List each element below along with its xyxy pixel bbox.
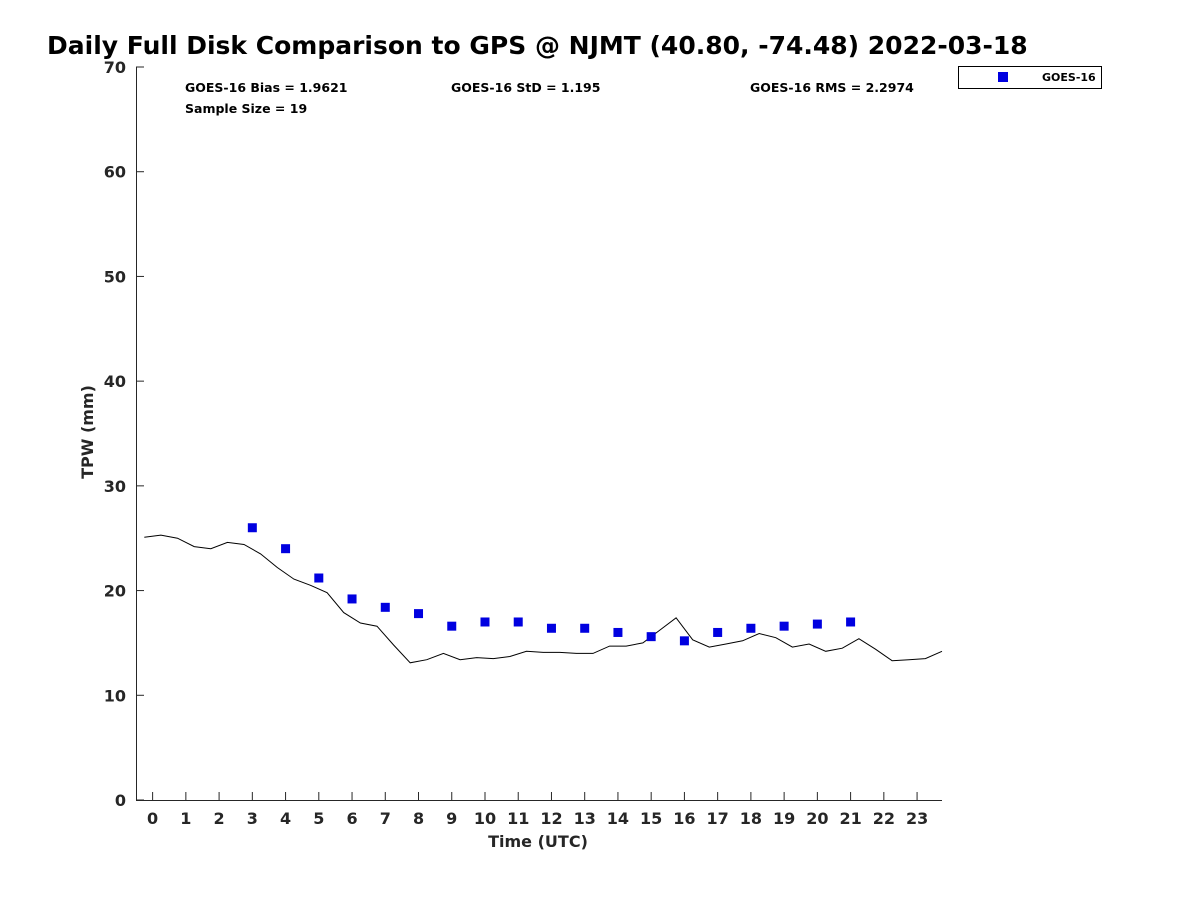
x-tick-label: 15 xyxy=(640,809,662,828)
y-tick-label: 10 xyxy=(104,686,126,705)
goes16-data-point xyxy=(247,523,257,533)
goes16-data-point xyxy=(513,617,523,627)
legend-box xyxy=(958,66,1102,89)
y-tick-label: 30 xyxy=(104,477,126,496)
goes16-data-point xyxy=(347,594,357,604)
x-tick-label: 18 xyxy=(740,809,762,828)
goes16-data-point xyxy=(779,621,789,631)
x-tick-label: 7 xyxy=(380,809,391,828)
legend: GOES-16 xyxy=(958,66,1102,89)
x-tick-label: 4 xyxy=(280,809,291,828)
goes16-data-point xyxy=(380,602,390,612)
goes16-data-point xyxy=(314,573,324,583)
goes16-data-point xyxy=(447,621,457,631)
y-tick-label: 50 xyxy=(104,267,126,286)
stat-bias: GOES-16 Bias = 1.9621 xyxy=(185,80,347,95)
goes16-data-point xyxy=(580,623,590,633)
x-tick-label: 16 xyxy=(673,809,695,828)
y-tick-label: 20 xyxy=(104,582,126,601)
x-tick-label: 6 xyxy=(346,809,357,828)
stat-sample-size: Sample Size = 19 xyxy=(185,101,307,116)
x-axis-label: Time (UTC) xyxy=(488,832,588,851)
x-tick-label: 0 xyxy=(147,809,158,828)
goes16-data-point xyxy=(846,617,856,627)
y-tick-label: 60 xyxy=(104,163,126,182)
x-tick-label: 1 xyxy=(180,809,191,828)
stat-std: GOES-16 StD = 1.195 xyxy=(451,80,600,95)
goes16-data-point xyxy=(746,623,756,633)
x-tick-label: 14 xyxy=(607,809,629,828)
stat-rms: GOES-16 RMS = 2.2974 xyxy=(750,80,914,95)
x-tick-label: 23 xyxy=(906,809,928,828)
x-tick-label: 20 xyxy=(806,809,828,828)
goes16-data-point xyxy=(281,544,291,554)
x-tick-label: 10 xyxy=(474,809,496,828)
x-tick-label: 2 xyxy=(214,809,225,828)
y-axis-label: TPW (mm) xyxy=(78,385,97,479)
x-tick-label: 12 xyxy=(540,809,562,828)
legend-label-goes16: GOES-16 xyxy=(1042,71,1096,84)
gps-tpw-line xyxy=(144,534,943,664)
goes16-data-point xyxy=(713,627,723,637)
x-tick-label: 19 xyxy=(773,809,795,828)
goes16-data-point xyxy=(414,609,424,619)
gps-line-series xyxy=(144,534,943,664)
x-tick-label: 8 xyxy=(413,809,424,828)
x-tick-label: 3 xyxy=(247,809,258,828)
goes16-data-point xyxy=(613,627,623,637)
x-tick-label: 21 xyxy=(839,809,861,828)
x-tick-label: 13 xyxy=(574,809,596,828)
x-tick-label: 17 xyxy=(707,809,729,828)
goes16-data-point xyxy=(646,632,656,642)
y-tick-label: 0 xyxy=(115,791,126,810)
y-tick-label: 70 xyxy=(104,58,126,77)
goes16-data-point xyxy=(812,619,822,629)
y-tick-label: 40 xyxy=(104,372,126,391)
x-tick-label: 22 xyxy=(873,809,895,828)
chart-title: Daily Full Disk Comparison to GPS @ NJMT… xyxy=(47,31,1028,60)
goes16-marker-series xyxy=(247,523,856,646)
x-tick-label: 9 xyxy=(446,809,457,828)
legend-marker xyxy=(998,72,1008,82)
x-tick-label: 5 xyxy=(313,809,324,828)
x-tick-label: 11 xyxy=(507,809,529,828)
goes16-data-point xyxy=(480,617,490,627)
goes16-data-point xyxy=(679,636,689,646)
goes16-data-point xyxy=(546,623,556,633)
